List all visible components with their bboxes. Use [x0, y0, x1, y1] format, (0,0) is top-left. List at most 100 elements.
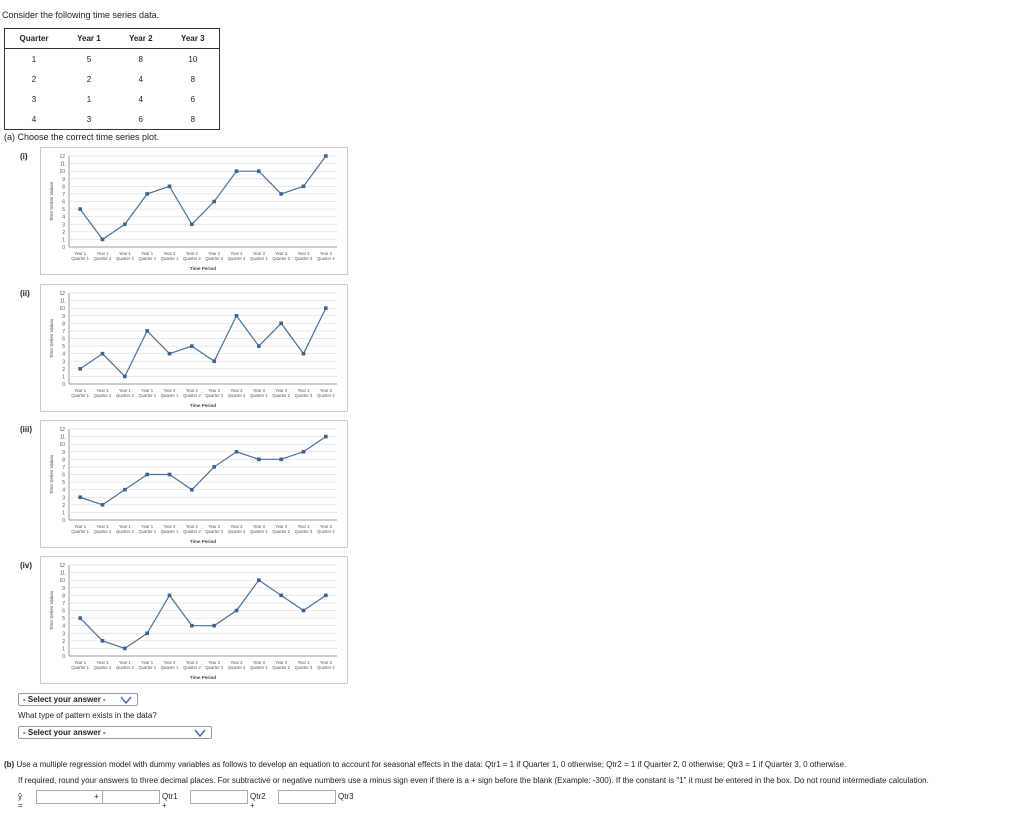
y-tick-label: 5: [62, 344, 65, 350]
data-point: [212, 359, 216, 364]
x-tick-label: Year 2 Quarter 2: [183, 524, 201, 534]
x-tick-label: Year 1 Quarter 2: [94, 524, 112, 534]
data-point: [167, 472, 172, 477]
x-tick-label: Year 3 Quarter 2: [272, 524, 290, 534]
y-tick-label: 8: [62, 321, 65, 327]
option-label-iv: (iv): [20, 561, 32, 570]
chart-option-ii: 0 1 2 3 4 5 6 7 8 9 10 11 12 Year 1 Quarter 1 Year 1 Qua…: [40, 284, 348, 412]
y-tick-label: 1: [62, 374, 65, 380]
table-cell: 6: [138, 114, 143, 124]
data-point: [234, 608, 239, 613]
data-point: [145, 329, 149, 333]
y-tick-label: 6: [62, 609, 65, 615]
data-point: [190, 487, 194, 492]
y-tick-label: 12: [59, 154, 65, 160]
y-tick-label: 2: [62, 230, 65, 236]
y-tick-label: 0: [62, 518, 65, 524]
y-axis-title: Time Series Values: [49, 590, 54, 630]
y-tick-label: 3: [62, 359, 65, 365]
data-point: [100, 237, 105, 242]
table-row: 4 3 6 8: [5, 109, 220, 130]
x-tick-label: Year 1 Quarter 2: [94, 251, 112, 261]
data-point: [257, 578, 261, 582]
series-line: [79, 579, 327, 650]
data-point: [100, 351, 105, 356]
chart-option-iii: 0 1 2 3 4 5 6 7 8 9 10 11 12 Year 1 Quarter 1 Year 1 Qua…: [40, 420, 348, 548]
x-tick-label: Year 3 Quarter 2: [272, 388, 290, 398]
x-tick-label: Year 1 Quarter 1: [71, 251, 89, 261]
x-axis-title: Time Period: [190, 403, 216, 408]
data-point: [279, 321, 283, 326]
y-tick-label: 8: [62, 593, 65, 599]
data-point: [212, 465, 216, 469]
y-tick-label: 10: [59, 578, 65, 584]
y-tick-label: 3: [62, 495, 65, 501]
data-point: [145, 192, 149, 196]
chart-option-i: 0 1 2 3 4 5 6 7 8 9 10 11 12 Year 1 Quarter 1 Year 1 Qua…: [40, 147, 348, 275]
qtr2-coefficient-input[interactable]: [190, 790, 248, 804]
data-point: [301, 184, 306, 189]
y-tick-label: 6: [62, 200, 65, 206]
data-point: [234, 169, 239, 173]
qtr1-coefficient-input[interactable]: [102, 790, 160, 804]
x-tick-label: Year 2 Quarter 4: [228, 388, 246, 398]
qtr3-coefficient-input[interactable]: [278, 790, 336, 804]
data-point: [301, 449, 306, 454]
y-tick-label: 8: [62, 184, 65, 190]
x-tick-label: Year 3 Quarter 1: [250, 660, 268, 670]
x-tick-label: Year 2 Quarter 2: [183, 251, 201, 261]
y-tick-label: 5: [62, 480, 65, 486]
table-cell: 6: [190, 94, 196, 104]
y-tick-label: 7: [62, 465, 65, 471]
qtr2-label: Qtr2 +: [250, 792, 266, 810]
qtr1-label: Qtr1 +: [162, 792, 178, 810]
x-tick-label: Year 2 Quarter 2: [183, 660, 201, 670]
data-point: [324, 154, 328, 158]
pattern-select-dropdown[interactable]: - Select your answer -: [18, 726, 212, 739]
data-point: [257, 344, 261, 348]
y-tick-label: 6: [62, 473, 65, 479]
header-quarter: Quarter: [4, 28, 63, 49]
y-tick-label: 10: [59, 306, 65, 312]
y-tick-label: 2: [62, 639, 65, 645]
data-point: [190, 623, 194, 628]
table-row: 1 5 8 10: [5, 49, 220, 70]
x-tick-label: Year 3 Quarter 4: [317, 251, 335, 261]
data-point: [123, 374, 127, 379]
plot-select-dropdown[interactable]: - Select your answer -: [18, 693, 138, 706]
table-row: 3 1 4 6: [5, 89, 220, 109]
x-tick-label: Year 1 Quarter 3: [116, 524, 134, 534]
option-label-iii: (iii): [20, 425, 32, 434]
data-point: [212, 623, 216, 628]
x-tick-label: Year 3 Quarter 4: [317, 388, 335, 398]
x-tick-label: Year 2 Quarter 1: [161, 388, 179, 398]
time-series-table: Quarter Year 1 Year 2 Year 3 1 5 8 10 2 …: [4, 28, 220, 130]
table-row: 2 2 4 8: [5, 69, 220, 89]
data-point: [123, 646, 127, 651]
header-year-2: Year 2: [114, 28, 167, 49]
y-tick-label: 0: [62, 382, 65, 388]
plus-sign: +: [94, 792, 99, 801]
y-tick-label: 0: [62, 245, 65, 251]
x-tick-label: Year 3 Quarter 1: [250, 388, 268, 398]
y-tick-label: 1: [62, 237, 65, 243]
y-tick-label: 9: [62, 586, 65, 592]
x-tick-label: Year 1 Quarter 1: [71, 388, 89, 398]
y-tick-label: 11: [60, 571, 65, 577]
data-point: [324, 306, 328, 310]
data-point: [234, 449, 239, 454]
table-header-row: Quarter Year 1 Year 2 Year 3: [4, 28, 220, 49]
pattern-question: What type of pattern exists in the data?: [18, 711, 157, 720]
y-tick-label: 4: [62, 488, 65, 494]
y-tick-label: 9: [62, 450, 65, 456]
y-tick-label: 6: [62, 337, 65, 343]
table-cell: 2: [31, 74, 37, 84]
y-tick-label: 5: [62, 207, 65, 213]
y-tick-label: 3: [62, 222, 65, 228]
x-tick-label: Year 3 Quarter 2: [272, 251, 290, 261]
x-tick-label: Year 2 Quarter 1: [161, 524, 179, 534]
part-a-prompt: (a) Choose the correct time series plot.: [4, 132, 160, 142]
constant-input[interactable]: [36, 790, 108, 804]
x-tick-label: Year 1 Quarter 4: [138, 388, 156, 398]
